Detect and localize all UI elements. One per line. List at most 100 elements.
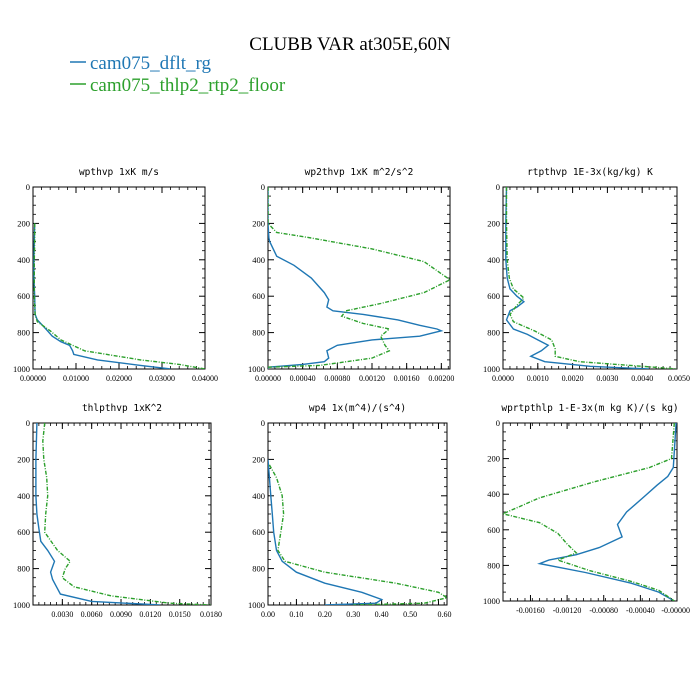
x-tick-label: 0.04000 [192, 374, 218, 383]
y-tick-label: 200 [487, 218, 500, 228]
series-line-dflt [505, 187, 650, 369]
x-tick-label: 0.0000 [492, 374, 514, 383]
x-tick-label: 0.0020 [562, 374, 584, 383]
x-tick-label: -0.00120 [553, 606, 582, 615]
x-tick-label: 0.0030 [596, 374, 618, 383]
x-tick-label: 0.0180 [200, 610, 222, 619]
series-line-floor [505, 187, 677, 369]
x-tick-label: 0.40 [375, 610, 389, 619]
x-tick-label: 0.0010 [527, 374, 549, 383]
plot-frame [502, 422, 678, 602]
x-tick-label: 0.00000 [20, 374, 46, 383]
x-tick-label: 0.0050 [668, 374, 690, 383]
x-tick-label: 0.00040 [290, 374, 316, 383]
y-tick-label: 800 [252, 328, 265, 338]
series-line-dflt [35, 423, 161, 605]
x-tick-label: 0.0120 [139, 610, 161, 619]
y-tick-label: 200 [252, 218, 265, 228]
y-tick-label: 800 [487, 328, 500, 338]
y-tick-label: 200 [17, 218, 30, 228]
y-tick-label: 400 [487, 255, 500, 265]
y-tick-label: 800 [17, 328, 30, 338]
figure-legend: cam075_dflt_rg cam075_thlp2_rtp2_floor [70, 53, 286, 96]
panel-title: wpthvp 1xK m/s [79, 167, 159, 178]
x-tick-label: 0.00120 [359, 374, 385, 383]
x-tick-label: 0.00200 [428, 374, 454, 383]
panel-4: thlpthvp 1xK^2 0 200 400 600 800 1000 0.0030 0.0… [13, 403, 222, 619]
x-tick-label: 0.00000 [255, 374, 281, 383]
x-tick-label: 0.0090 [110, 610, 132, 619]
series-line-dflt [268, 187, 444, 369]
y-tick-label: 200 [487, 454, 500, 464]
x-tick-label: -0.00040 [626, 606, 655, 615]
y-tick-label: 400 [252, 491, 265, 501]
y-tick-label: 1000 [248, 600, 265, 610]
series-line-floor [33, 223, 205, 369]
y-tick-label: 600 [17, 291, 30, 301]
y-tick-label: 1000 [13, 600, 30, 610]
series-line-floor [42, 423, 211, 605]
x-tick-label: 0.00 [261, 610, 275, 619]
x-tick-label: 0.0030 [51, 610, 73, 619]
y-tick-label: 600 [487, 525, 500, 535]
y-tick-label: 1000 [13, 364, 30, 374]
panel-title: wp2thvp 1xK m^2/s^2 [305, 167, 414, 178]
x-tick-label: 0.0150 [169, 610, 191, 619]
y-tick-label: 600 [252, 291, 265, 301]
panel-6: wprtpthlp 1-E-3x(m kg K)/(s kg)0 200 400 60… [483, 403, 690, 615]
series-line-dflt [33, 223, 171, 369]
y-tick-label: 800 [487, 560, 500, 570]
y-tick-label: 600 [252, 527, 265, 537]
x-tick-label: 0.0040 [631, 374, 653, 383]
y-tick-label: 0 [26, 418, 30, 428]
x-tick-label: 0.01000 [63, 374, 89, 383]
x-tick-label: 0.30 [346, 610, 360, 619]
y-tick-label: 0 [496, 418, 500, 428]
legend-label-dflt: cam075_dflt_rg [90, 53, 212, 74]
panel-title: wp4 1x(m^4)/(s^4) [309, 403, 406, 414]
x-tick-label: 0.03000 [149, 374, 175, 383]
x-tick-label: 0.00160 [394, 374, 420, 383]
x-tick-label: 0.00080 [324, 374, 350, 383]
plot-frame [502, 186, 678, 370]
panel-title: thlpthvp 1xK^2 [82, 403, 162, 414]
plot-frame [32, 422, 212, 606]
series-line-floor [268, 187, 450, 369]
figure-title: CLUBB VAR at305E,60N [249, 34, 451, 55]
y-tick-label: 400 [487, 489, 500, 499]
legend-label-floor: cam075_thlp2_rtp2_floor [90, 75, 286, 96]
panel-title: rtpthvp 1E-3x(kg/kg) K [527, 167, 653, 178]
y-tick-label: 400 [17, 491, 30, 501]
y-tick-label: 1000 [248, 364, 265, 374]
panel-2: wp2thvp 1xK m^2/s^2020040060080010000.00… [248, 167, 454, 383]
y-tick-label: 200 [252, 454, 265, 464]
panel-3: rtpthvp 1E-3x(kg/kg) K020040060080010000… [483, 167, 690, 383]
panel-title: wprtpthlp 1-E-3x(m kg K)/(s kg) [501, 403, 678, 414]
y-tick-label: 0 [261, 418, 265, 428]
x-tick-label: 0.50 [403, 610, 417, 619]
x-tick-label: 0.02000 [106, 374, 132, 383]
y-tick-label: 1000 [483, 596, 500, 606]
y-tick-label: 800 [17, 564, 30, 574]
y-tick-label: 0 [496, 182, 500, 192]
y-tick-label: 0 [261, 182, 265, 192]
y-tick-label: 400 [252, 255, 265, 265]
y-tick-label: 0 [26, 182, 30, 192]
y-tick-label: 1000 [483, 364, 500, 374]
x-tick-label: 0.0060 [81, 610, 103, 619]
series-line-floor [503, 423, 675, 601]
y-tick-label: 400 [17, 255, 30, 265]
x-tick-label: 0.60 [437, 610, 451, 619]
y-tick-label: 200 [17, 454, 30, 464]
series-line-dflt [268, 459, 384, 605]
y-tick-label: 800 [252, 564, 265, 574]
x-tick-label: -0.00080 [589, 606, 618, 615]
y-tick-label: 600 [17, 527, 30, 537]
y-tick-label: 600 [487, 291, 500, 301]
plot-frame [32, 186, 206, 370]
x-tick-label: 0.10 [289, 610, 303, 619]
